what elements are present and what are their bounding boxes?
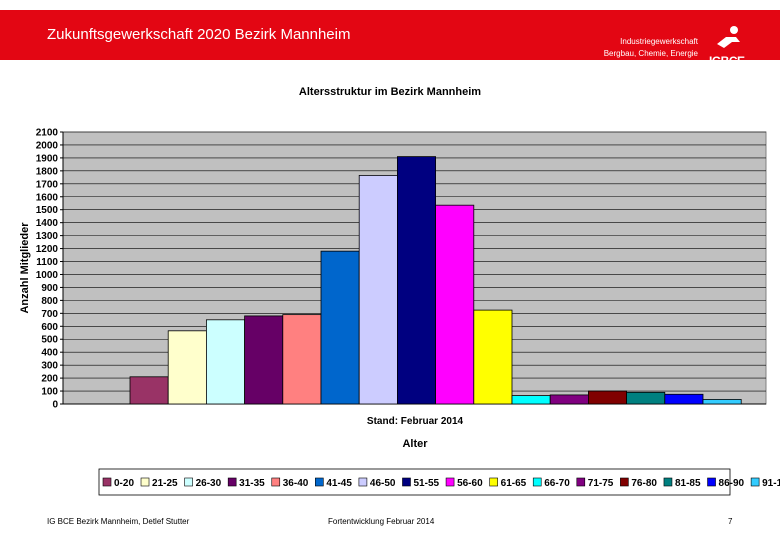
bar-21-25 <box>167 330 207 405</box>
legend-swatch-31-35 <box>227 477 237 487</box>
legend-swatch-81-85 <box>663 477 673 487</box>
legend-label-26-30: 26-30 <box>196 478 222 489</box>
x-axis-label: Alter <box>402 438 428 450</box>
bar-41-45 <box>320 250 360 405</box>
legend-label-51-55: 51-55 <box>413 478 439 489</box>
y-tick-label: 1500 <box>36 205 59 216</box>
y-tick-label: 1700 <box>36 179 59 190</box>
y-tick-label: 1800 <box>36 166 59 177</box>
y-tick-label: 1300 <box>36 231 59 242</box>
bar-31-35 <box>244 315 284 405</box>
y-tick-label: 2000 <box>36 140 59 151</box>
legend-label-61-65: 61-65 <box>501 478 527 489</box>
y-tick-label: 1100 <box>36 257 58 268</box>
legend-label-36-40: 36-40 <box>283 478 309 489</box>
legend-swatch-71-75 <box>576 477 586 487</box>
legend-label-76-80: 76-80 <box>631 478 657 489</box>
legend-swatch-21-25 <box>140 477 150 487</box>
chart-subtitle: Stand: Februar 2014 <box>367 416 464 427</box>
legend-label-81-85: 81-85 <box>675 478 701 489</box>
footer-note: Fortentwicklung Februar 2014 <box>328 517 435 526</box>
bar-81-85 <box>626 391 666 405</box>
bar-26-30 <box>205 319 245 405</box>
legend-label-66-70: 66-70 <box>544 478 570 489</box>
y-tick-label: 100 <box>41 387 58 398</box>
legend-swatch-61-65 <box>489 477 498 487</box>
legend-label-41-45: 41-45 <box>326 478 352 489</box>
age-structure-chart: Altersstruktur im Bezirk Mannheim 0 100 200… <box>19 86 780 496</box>
bar-91-100 <box>702 399 742 405</box>
y-tick-label: 500 <box>41 335 58 346</box>
chart-area: Altersstruktur im Bezirk Mannheim 0 100 200… <box>0 68 780 508</box>
bar-71-75 <box>549 394 589 405</box>
legend-label-46-50: 46-50 <box>370 478 396 489</box>
y-tick-label: 700 <box>41 309 58 320</box>
y-tick-label: 600 <box>41 322 58 333</box>
legend-swatch-66-70 <box>532 477 542 487</box>
bar-51-55 <box>396 156 436 405</box>
y-tick-label: 1400 <box>36 218 59 229</box>
legend-swatch-91-100 <box>750 477 760 487</box>
y-tick-label: 1200 <box>36 244 59 255</box>
legend-swatch-51-55 <box>402 477 411 487</box>
y-tick-label: 1900 <box>36 153 59 164</box>
y-tick-label: 0 <box>52 400 58 411</box>
legend-swatch-26-30 <box>184 477 193 487</box>
legend-label-31-35: 31-35 <box>239 478 265 489</box>
legend-label-86-90: 86-90 <box>719 478 745 489</box>
page-title: Zukunftsgewerkschaft 2020 Bezirk Mannhei… <box>47 26 351 43</box>
y-tick-label: 1600 <box>36 192 59 203</box>
bar-66-70 <box>511 395 551 405</box>
legend-swatch-56-60 <box>445 477 455 487</box>
svg-text:IGBCE: IGBCE <box>709 54 745 68</box>
y-tick-label: 400 <box>41 348 58 359</box>
header-bar: Zukunftsgewerkschaft 2020 Bezirk Mannhei… <box>0 10 780 68</box>
bar-86-90 <box>664 393 704 405</box>
bar-0-20 <box>129 376 169 405</box>
page-number: 7 <box>728 517 733 526</box>
y-tick-label: 800 <box>41 296 58 307</box>
brand-name-line1: Industriegewerkschaft <box>620 37 698 46</box>
legend-label-0-20: 0-20 <box>114 478 134 489</box>
y-tick-label: 900 <box>41 283 58 294</box>
y-tick-label: 200 <box>41 374 58 385</box>
y-tick-label: 300 <box>41 361 58 372</box>
legend-label-56-60: 56-60 <box>457 478 483 489</box>
legend-swatch-36-40 <box>271 477 281 487</box>
footer-author: IG BCE Bezirk Mannheim, Detlef Stutter <box>47 517 190 526</box>
legend-label-21-25: 21-25 <box>152 478 178 489</box>
legend-swatch-41-45 <box>315 477 324 487</box>
y-tick-label: 1000 <box>36 270 59 281</box>
legend-swatch-46-50 <box>358 477 368 487</box>
bar-46-50 <box>358 174 398 405</box>
bar-56-60 <box>435 204 475 405</box>
y-axis-label: Anzahl Mitglieder <box>19 222 31 314</box>
igbce-logo-icon: IG IGBCE <box>709 26 745 68</box>
bar-61-65 <box>473 309 513 405</box>
legend-swatch-86-90 <box>707 477 716 487</box>
legend-label-91-100: 91-100 <box>762 478 780 489</box>
bar-76-80 <box>588 390 628 405</box>
legend-label-71-75: 71-75 <box>588 478 614 489</box>
y-tick-label: 2100 <box>36 128 59 139</box>
legend-swatch-76-80 <box>620 477 629 487</box>
brand-name-line2: Bergbau, Chemie, Energie <box>603 49 698 58</box>
bar-36-40 <box>282 314 322 405</box>
chart-title: Altersstruktur im Bezirk Mannheim <box>299 86 481 98</box>
legend-swatch-0-20 <box>102 477 112 487</box>
